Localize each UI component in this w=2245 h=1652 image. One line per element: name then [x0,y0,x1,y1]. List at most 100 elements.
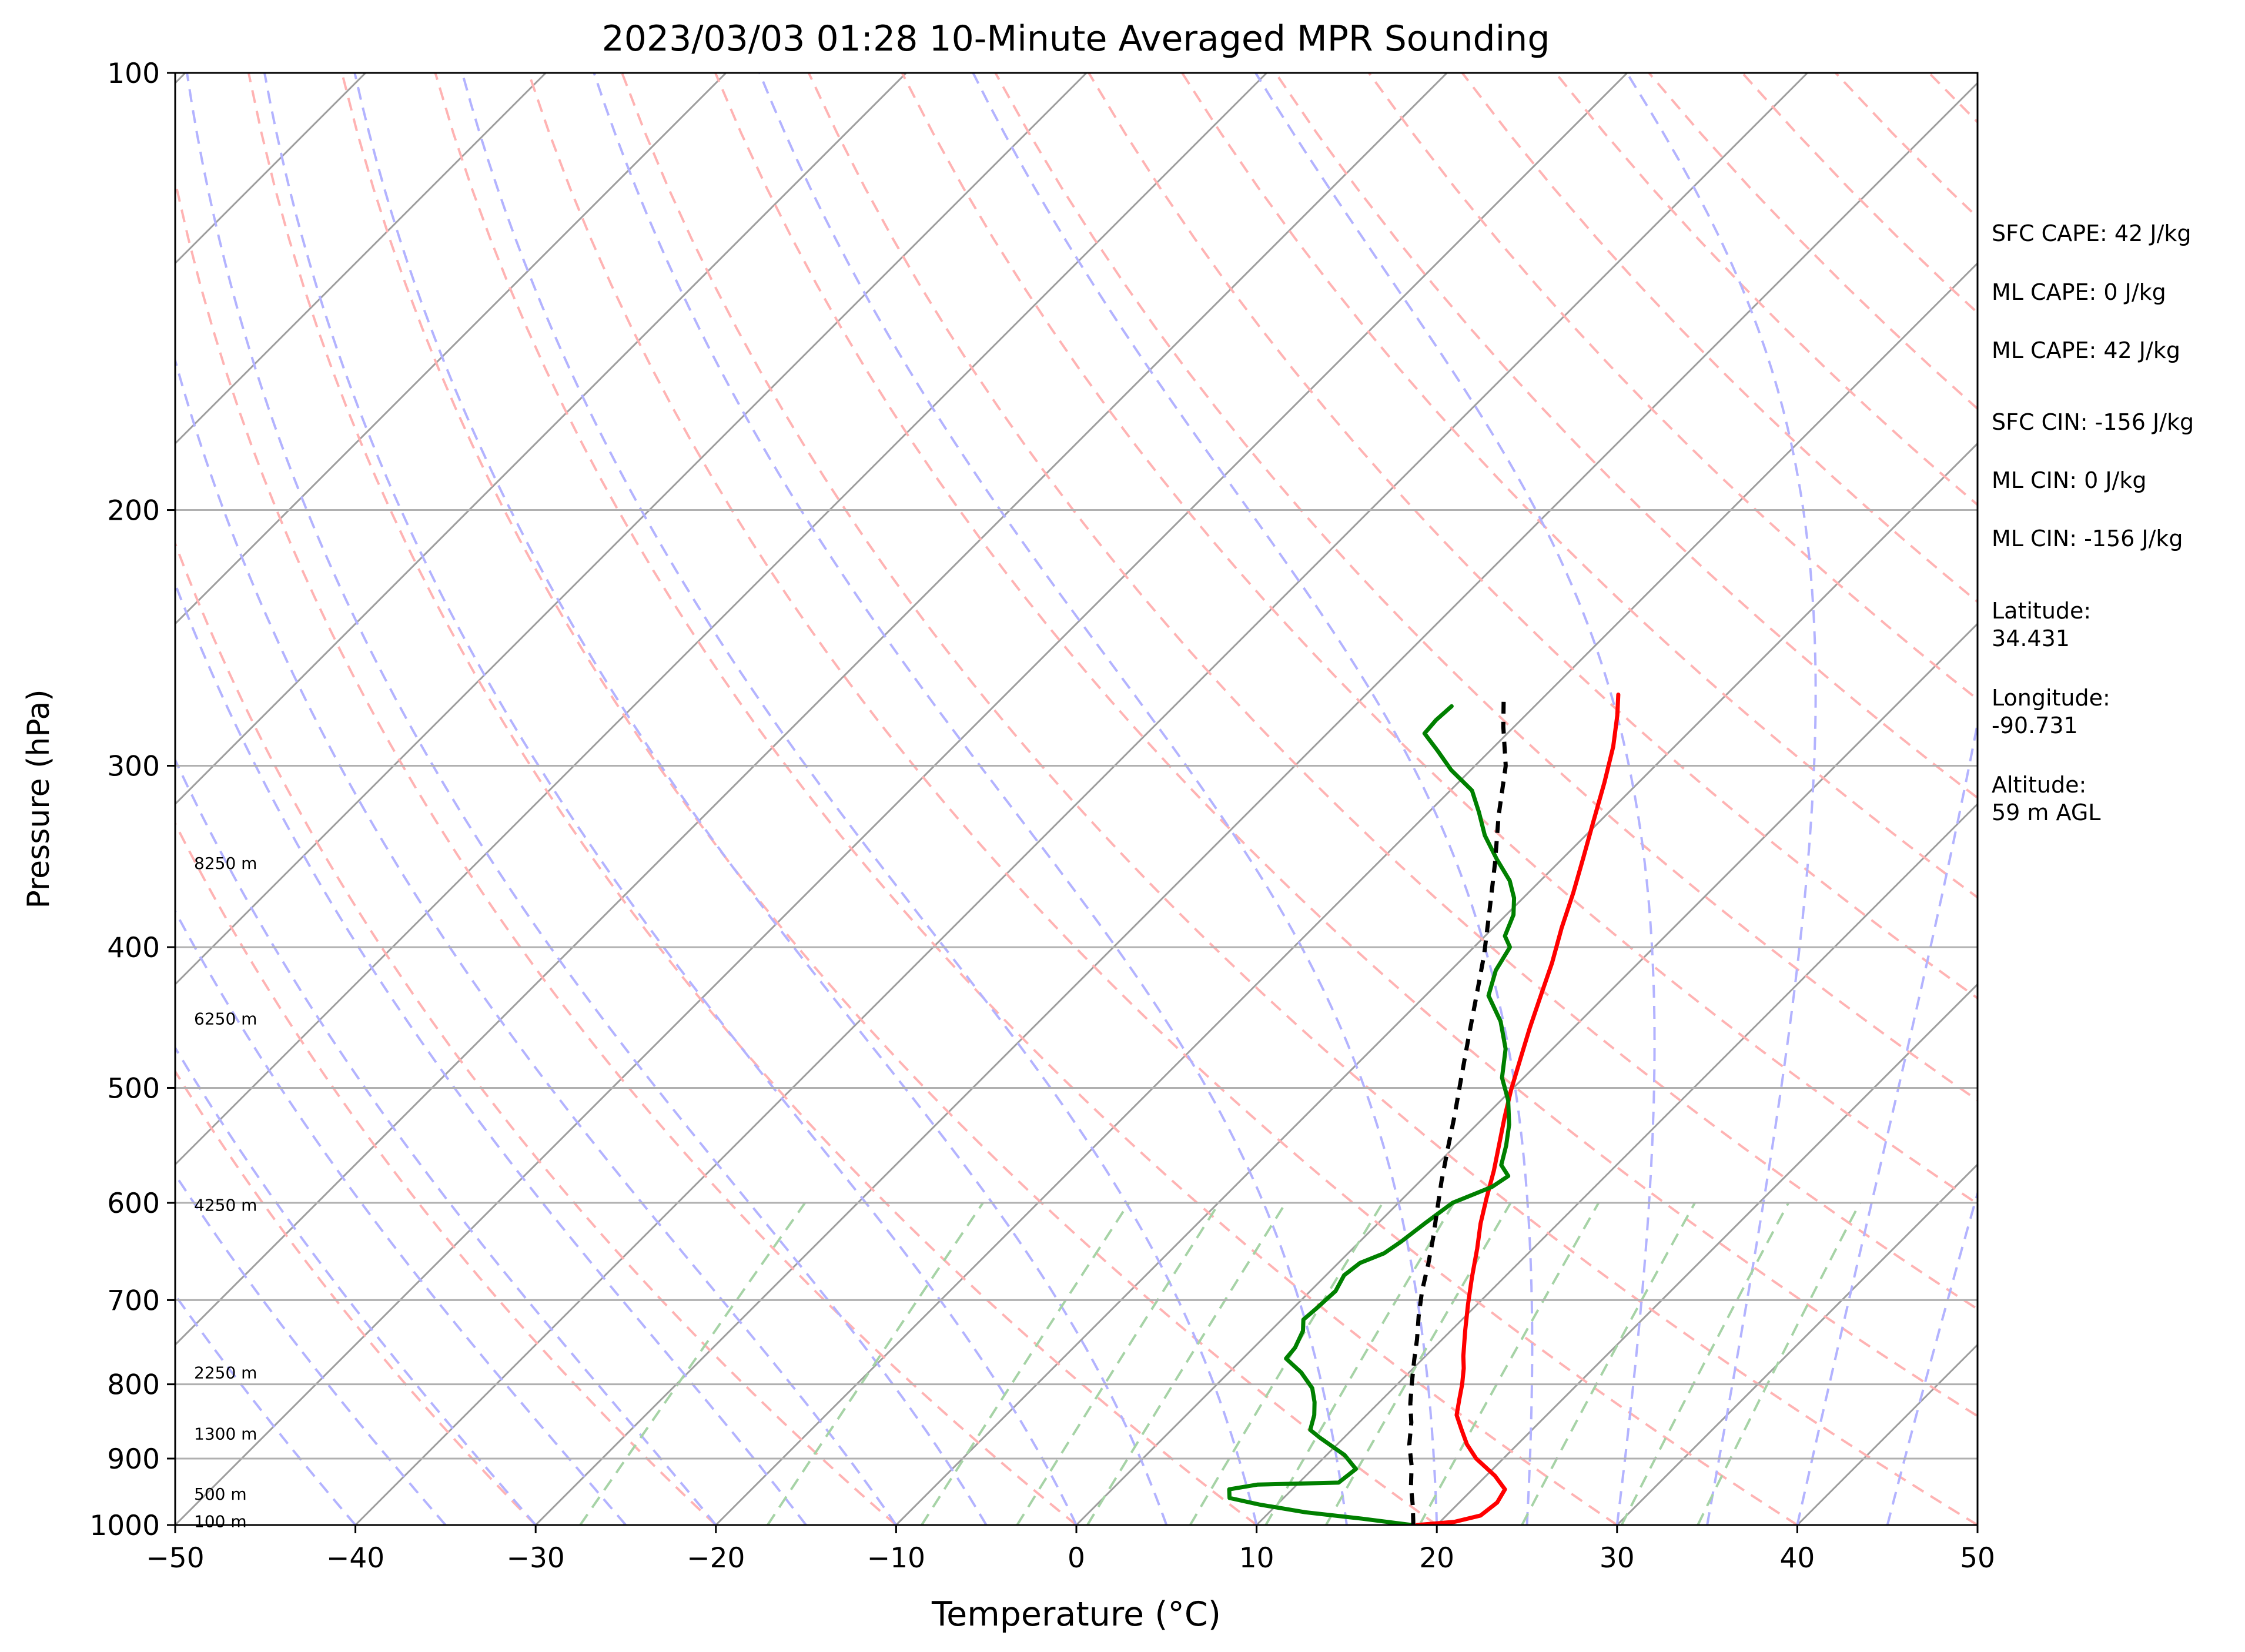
altitude-text: Altitude: 59 m AGL [1992,772,2101,825]
y-tick-label: 400 [107,932,160,964]
y-tick-label: 600 [107,1188,160,1220]
moist-adiabat-line [175,1045,537,1525]
dry-adiabat-line [175,175,1078,1525]
ml-cape-text-2: ML CAPE: 42 J/kg [1992,337,2180,363]
y-tick-label: 500 [107,1072,160,1105]
x-tick-label: −50 [146,1542,204,1574]
mixing-ratio-line [1697,1202,1861,1525]
mixing-ratio-line [1264,1202,1456,1525]
isotherm-line [715,262,1978,1525]
moist-adiabat-line [972,73,1534,1525]
isotherm-line [1256,802,1978,1525]
parcel_profile-profile-line [1407,699,1508,1525]
height-label: 8250 m [194,854,257,873]
y-tick-label: 700 [107,1285,160,1317]
isotherm-line [175,73,1088,986]
x-tick-label: 0 [1068,1542,1085,1574]
isotherm-line [2158,73,2245,1525]
dry-adiabat-line [714,73,1978,1418]
chart-title: 2023/03/03 01:28 10-Minute Averaged MPR … [602,18,1550,59]
moist-adiabat-line [353,73,1168,1525]
moist-adiabat-line [175,1172,447,1525]
dry-adiabat-line [175,540,897,1525]
x-axis-label: Temperature (°C) [931,1595,1221,1634]
mixing-ratio-line [1521,1202,1696,1525]
height-label: 500 m [194,1484,247,1504]
x-tick-label: −10 [867,1542,925,1574]
x-tick-label: −20 [687,1542,745,1574]
dry-adiabat-line [175,1069,537,1525]
moist-adiabat-line [175,356,898,1525]
dry-adiabat-line [247,73,1257,1525]
moist-adiabat-line [175,757,717,1525]
isotherm-line [175,73,1267,1166]
mixing-ratio-line [921,1202,1130,1525]
mixing-ratio-line [1086,1202,1287,1525]
plot-frame [174,72,1979,1526]
latitude-text: Latitude: 34.431 [1992,598,2092,651]
dry-adiabat-line [807,73,1978,1311]
mixing-ratio-line [767,1202,984,1525]
isotherm-line [354,73,1808,1525]
isotherm-line [175,73,547,445]
moist-adiabat-line [175,580,807,1525]
height-label: 2250 m [194,1363,257,1382]
y-tick-label: 200 [107,495,160,527]
isotherm-line [895,442,1978,1525]
ml-cin-text: ML CIN: 0 J/kg [1992,467,2147,493]
moist-adiabat-line [186,73,988,1525]
dry-adiabat-line [2209,73,2245,1525]
y-tick-label: 800 [107,1369,160,1402]
dry-adiabat-line [175,821,717,1525]
x-tick-label: −30 [507,1542,565,1574]
y-tick-label: 900 [107,1443,160,1476]
moist-adiabat-line [758,73,1438,1525]
dry-adiabat-line [1367,73,1978,701]
mixing-ratio-line [1016,1202,1220,1525]
moist-adiabat-line [263,73,1078,1525]
dry-adiabat-line [340,73,1438,1525]
x-tick-label: 50 [1960,1542,1995,1574]
height-label: 100 m [194,1512,247,1531]
y-tick-label: 1000 [89,1510,160,1542]
moist-adiabat-line [1886,1189,1978,1525]
sfc-cape-text: SFC CAPE: 42 J/kg [1992,220,2192,246]
x-tick-label: 10 [1239,1542,1274,1574]
moist-adiabat-line [1796,717,1978,1525]
y-tick-label: 100 [107,58,160,90]
mixing-ratio-line [579,1202,807,1525]
dry-adiabat-line [994,73,1978,1102]
x-tick-label: 30 [1600,1542,1635,1574]
dry-adiabat-line [901,73,1978,1206]
moist-adiabat-line [175,1293,357,1525]
x-tick-label: 20 [1419,1542,1454,1574]
isotherm-line [175,73,1628,1525]
sfc-cin-text: SFC CIN: -156 J/kg [1992,409,2194,435]
temperature-profile-line [1415,693,1621,1525]
isotherm-line [1616,1163,1978,1525]
height-label: 6250 m [194,1009,257,1029]
isotherm-line [175,73,907,805]
dry-adiabat-line [434,73,1618,1525]
isotherm-line [175,73,727,626]
height-label: 1300 m [194,1424,257,1443]
height-label: 4250 m [194,1196,257,1215]
isotherm-line [1436,983,1978,1525]
dry-adiabat-line [621,73,1978,1525]
moist-adiabat-line [593,73,1348,1525]
isotherm-line [175,73,1448,1346]
ml-cape-text: ML CAPE: 0 J/kg [1992,279,2166,305]
moist-adiabat-line [1625,73,1817,1525]
y-axis-label: Pressure (hPa) [21,690,56,909]
moist-adiabat-line [175,909,627,1525]
isotherm-line [0,73,5,1525]
x-tick-label: 40 [1779,1542,1815,1574]
mixing-ratio-line [1325,1202,1512,1525]
dry-adiabat-line [1088,73,1978,1000]
dewpoint-profile-line [1227,704,1517,1525]
y-tick-label: 300 [107,750,160,782]
isotherm-line [535,82,1978,1525]
x-tick-label: −40 [326,1542,384,1574]
isotherm-line [1075,622,1978,1525]
dry-adiabat-line [527,73,1798,1525]
